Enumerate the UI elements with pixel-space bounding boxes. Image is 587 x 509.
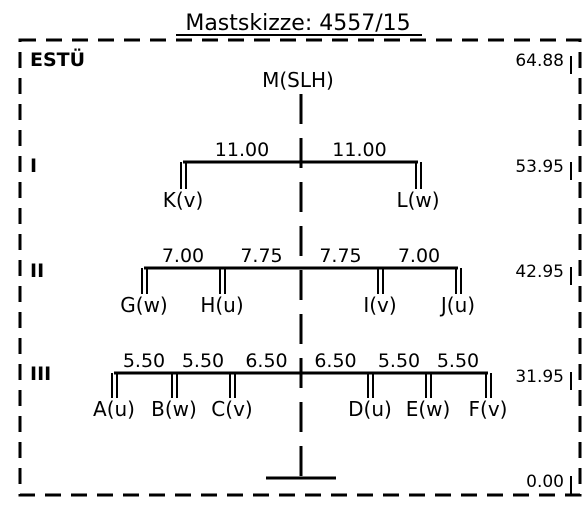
elevation-top: 64.88 (515, 51, 564, 71)
conductor-label: H(u) (200, 293, 243, 317)
conductor-label: J(u) (439, 293, 475, 317)
dashed-frame (18, 38, 582, 497)
span-dimension: 5.50 (182, 350, 224, 372)
span-dimension: 5.50 (123, 350, 165, 372)
span-dimension: 6.50 (314, 350, 356, 372)
span-dimension: 5.50 (437, 350, 479, 372)
span-dimension: 7.75 (319, 245, 361, 267)
span-dimension: 6.50 (245, 350, 287, 372)
elevation-level-3: 31.95 (515, 367, 564, 387)
span-dimension: 7.00 (398, 245, 440, 267)
conductor-label: K(v) (163, 188, 204, 212)
conductor-label: B(w) (151, 397, 197, 421)
level-label-2: II (30, 260, 44, 282)
conductor-label: C(v) (211, 397, 252, 421)
elevation-level-1: 53.95 (515, 157, 564, 177)
conductor-label: G(w) (120, 293, 167, 317)
conductor-label: E(w) (406, 397, 451, 421)
span-dimension: 11.00 (215, 139, 269, 161)
sketch-title: Mastskizze: 4557/15 (185, 11, 410, 36)
conductor-label: I(v) (363, 293, 396, 317)
conductor-label: A(u) (93, 397, 135, 421)
span-dimension: 5.50 (378, 350, 420, 372)
crossarm-levels: I 53.95 11.00 11.00 K(v) L(w) II 42.95 7.00 7.75 7… (30, 139, 572, 421)
span-dimension: 7.00 (162, 245, 204, 267)
level-label-1: I (30, 155, 37, 177)
level-label-3: III (30, 363, 51, 385)
elevation-base: 0.00 (526, 472, 564, 492)
span-dimension: 7.75 (240, 245, 282, 267)
conductor-label: L(w) (396, 188, 439, 212)
elevation-level-2: 42.95 (515, 262, 564, 282)
conductor-label: F(v) (469, 397, 508, 421)
conductor-label: D(u) (348, 397, 392, 421)
top-label: M(SLH) (262, 68, 334, 92)
system-label: ESTÜ (30, 47, 85, 71)
span-dimension: 11.00 (332, 139, 386, 161)
